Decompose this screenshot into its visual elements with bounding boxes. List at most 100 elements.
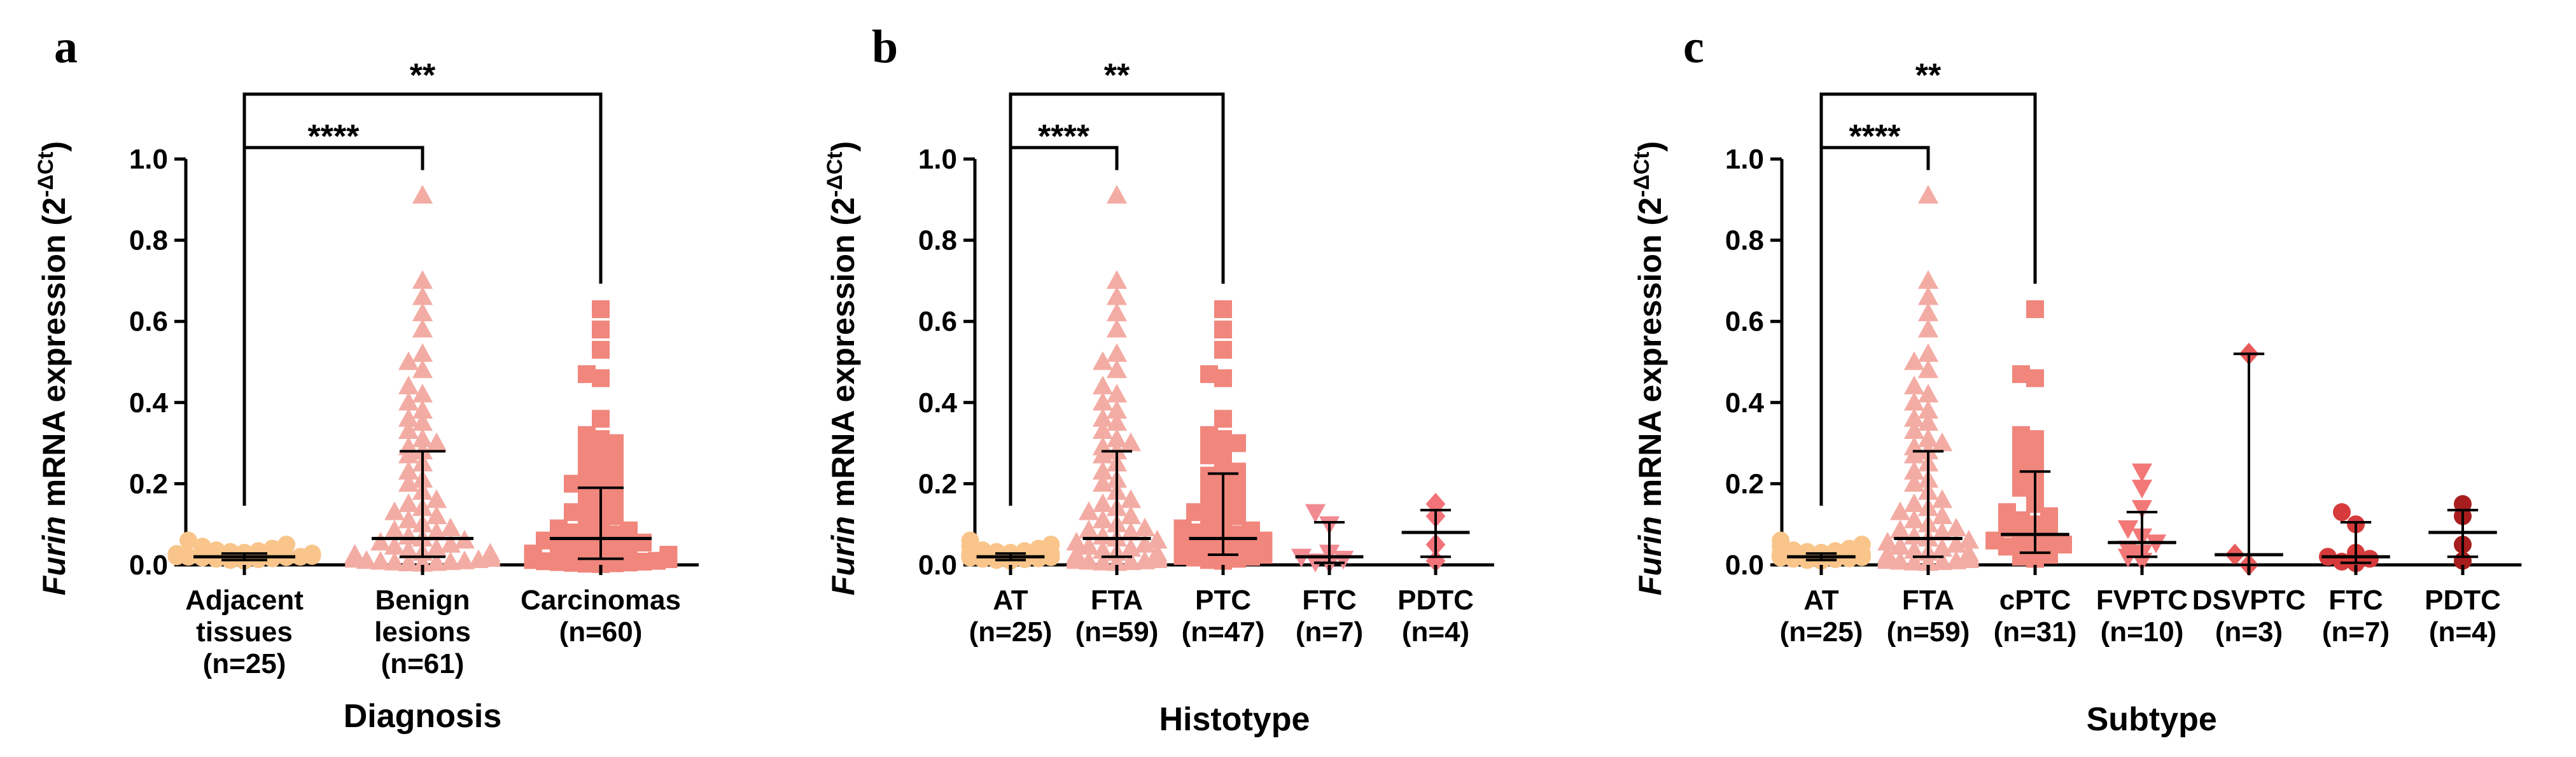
group-4 bbox=[2215, 342, 2283, 576]
significance-stars: **** bbox=[1038, 118, 1090, 155]
y-tick-label: 0.0 bbox=[1725, 550, 1764, 581]
group-2 bbox=[524, 300, 678, 573]
x-category-label: cPTC bbox=[1999, 585, 2071, 616]
data-point bbox=[1931, 489, 1953, 508]
data-point bbox=[592, 320, 610, 338]
x-category-label: FTC bbox=[2328, 585, 2383, 616]
data-point bbox=[398, 510, 419, 529]
x-category-label: (n=7) bbox=[2322, 616, 2390, 648]
data-point bbox=[1877, 544, 1898, 563]
data-point bbox=[398, 375, 419, 394]
group-3 bbox=[2108, 463, 2176, 572]
data-point bbox=[1106, 428, 1128, 447]
data-point bbox=[412, 319, 433, 338]
data-point bbox=[412, 184, 433, 204]
data-point bbox=[1214, 320, 1232, 338]
x-category-label: (n=25) bbox=[203, 648, 286, 679]
data-point bbox=[179, 531, 197, 550]
y-axis-title: Furin mRNA expression (2-ΔCt) bbox=[1630, 141, 1668, 595]
group-0 bbox=[961, 531, 1060, 570]
x-category-label: (n=59) bbox=[1887, 616, 1970, 648]
y-tick-label: 0.8 bbox=[129, 225, 168, 256]
data-point bbox=[1903, 420, 1925, 440]
y-tick-label: 0.4 bbox=[918, 387, 958, 419]
bracket-line bbox=[1819, 92, 2037, 506]
data-point bbox=[1092, 375, 1114, 394]
group-3 bbox=[1291, 504, 1364, 574]
data-point bbox=[440, 517, 461, 537]
x-category-label: (n=4) bbox=[1402, 616, 1469, 648]
significance-stars: **** bbox=[1849, 118, 1901, 155]
x-category-label: (n=60) bbox=[559, 616, 643, 648]
y-axis-title: Furin mRNA expression (2-ΔCt) bbox=[34, 141, 72, 595]
data-point bbox=[2131, 463, 2153, 483]
data-point bbox=[277, 536, 295, 554]
x-category-label: (n=4) bbox=[2429, 616, 2496, 648]
data-point bbox=[1066, 544, 1087, 563]
data-point bbox=[1042, 536, 1060, 554]
data-point bbox=[1903, 408, 1925, 427]
data-point bbox=[2454, 495, 2472, 513]
x-category-label: Carcinomas bbox=[521, 585, 681, 616]
group-5 bbox=[2319, 503, 2390, 573]
panel-c: c 0.0 0.2 0.4 0.6 0.8 1.0 Furin mRNA expression… bbox=[1630, 21, 2522, 738]
data-point bbox=[1147, 529, 1168, 549]
data-point bbox=[2012, 426, 2030, 444]
significance-bracket: ** bbox=[242, 57, 603, 506]
panel-a: a 0.0 0.2 0.4 0.6 0.8 1.0 Furin mRNA expression… bbox=[34, 21, 699, 735]
data-point bbox=[426, 552, 447, 571]
y-tick-label: 0.0 bbox=[918, 550, 957, 581]
data-point bbox=[1877, 532, 1898, 551]
data-point bbox=[412, 286, 433, 305]
x-category-label: PTC bbox=[1195, 585, 1251, 616]
data-point bbox=[1998, 503, 2016, 522]
panel-b: b 0.0 0.2 0.4 0.6 0.8 1.0 Furin mRNA expression… bbox=[823, 21, 1494, 738]
group-2 bbox=[1985, 300, 2072, 568]
x-category-label: (n=10) bbox=[2101, 616, 2184, 648]
data-point bbox=[1917, 302, 1939, 322]
y-tick-label: 0.2 bbox=[1725, 468, 1764, 499]
data-point bbox=[659, 546, 678, 564]
data-point bbox=[1092, 420, 1114, 440]
data-point bbox=[1958, 529, 1979, 549]
data-point bbox=[1852, 536, 1871, 554]
data-point bbox=[1903, 392, 1925, 411]
data-point bbox=[207, 541, 225, 560]
data-point bbox=[1092, 351, 1114, 370]
data-point bbox=[1106, 343, 1128, 362]
data-point bbox=[398, 420, 419, 440]
data-point bbox=[1772, 531, 1790, 550]
y-tick-label: 1.0 bbox=[918, 144, 957, 175]
x-axis-title: Histotype bbox=[1159, 701, 1310, 738]
data-point bbox=[550, 519, 568, 538]
data-point bbox=[1903, 493, 1925, 512]
data-point bbox=[398, 351, 419, 370]
data-point bbox=[2012, 365, 2030, 384]
x-category-label: FTA bbox=[1091, 585, 1143, 616]
data-point bbox=[1305, 504, 1326, 523]
data-point bbox=[1092, 392, 1114, 411]
data-point bbox=[398, 493, 419, 512]
data-point bbox=[1889, 501, 1911, 520]
data-point bbox=[592, 410, 610, 428]
data-point bbox=[1106, 286, 1128, 305]
data-point bbox=[167, 545, 186, 563]
data-point bbox=[592, 300, 610, 319]
data-point bbox=[1903, 375, 1925, 394]
data-point bbox=[1917, 359, 1939, 378]
data-point bbox=[398, 461, 419, 480]
data-point bbox=[578, 365, 596, 384]
data-point bbox=[1092, 552, 1114, 571]
data-point bbox=[2117, 520, 2139, 539]
x-category-label: FVPTC bbox=[2096, 585, 2188, 616]
x-category-label: FTC bbox=[1302, 585, 1357, 616]
data-point bbox=[1917, 343, 1939, 362]
significance-bracket: ** bbox=[1819, 57, 2037, 506]
data-point bbox=[412, 302, 433, 322]
significance-bracket: **** bbox=[242, 118, 424, 506]
data-point bbox=[1092, 408, 1114, 427]
y-tick-label: 0.2 bbox=[129, 468, 168, 499]
group-1 bbox=[1066, 184, 1168, 571]
data-point bbox=[1106, 552, 1128, 571]
